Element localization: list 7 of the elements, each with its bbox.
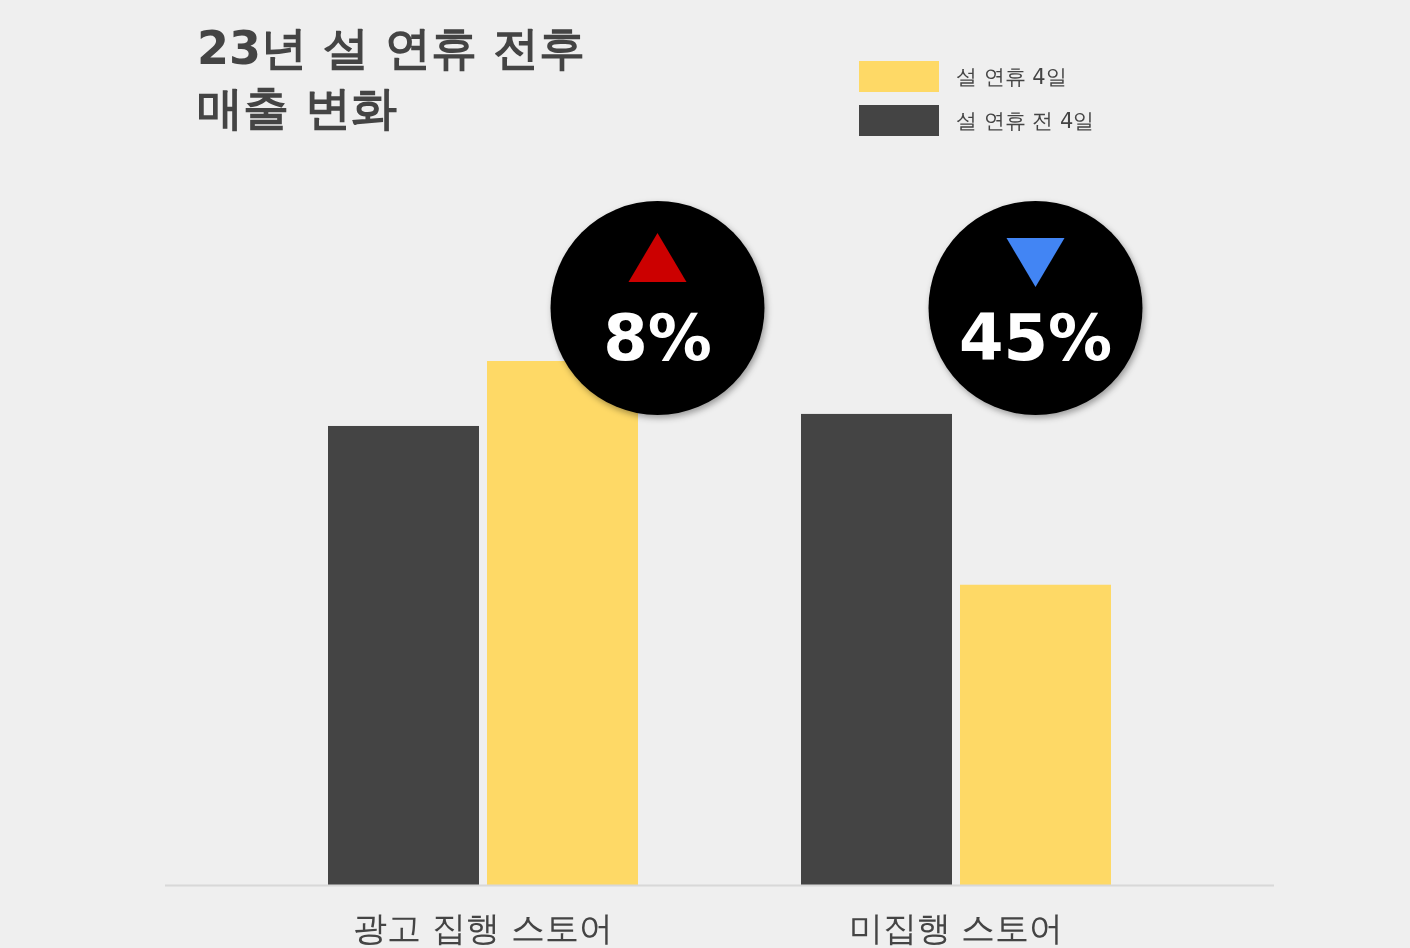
annotation: 8%: [603, 301, 712, 375]
legend-label: 설 연휴 4일: [956, 65, 1067, 89]
x-tick-label: 광고 집행 스토어: [353, 908, 613, 948]
annotation: 45%: [958, 301, 1113, 375]
legend-label: 설 연휴 전 4일: [956, 109, 1095, 133]
x-tick-label: 미집행 스토어: [848, 908, 1064, 948]
chart-title: 23년 설 연휴 전후 매출 변화: [197, 20, 587, 137]
